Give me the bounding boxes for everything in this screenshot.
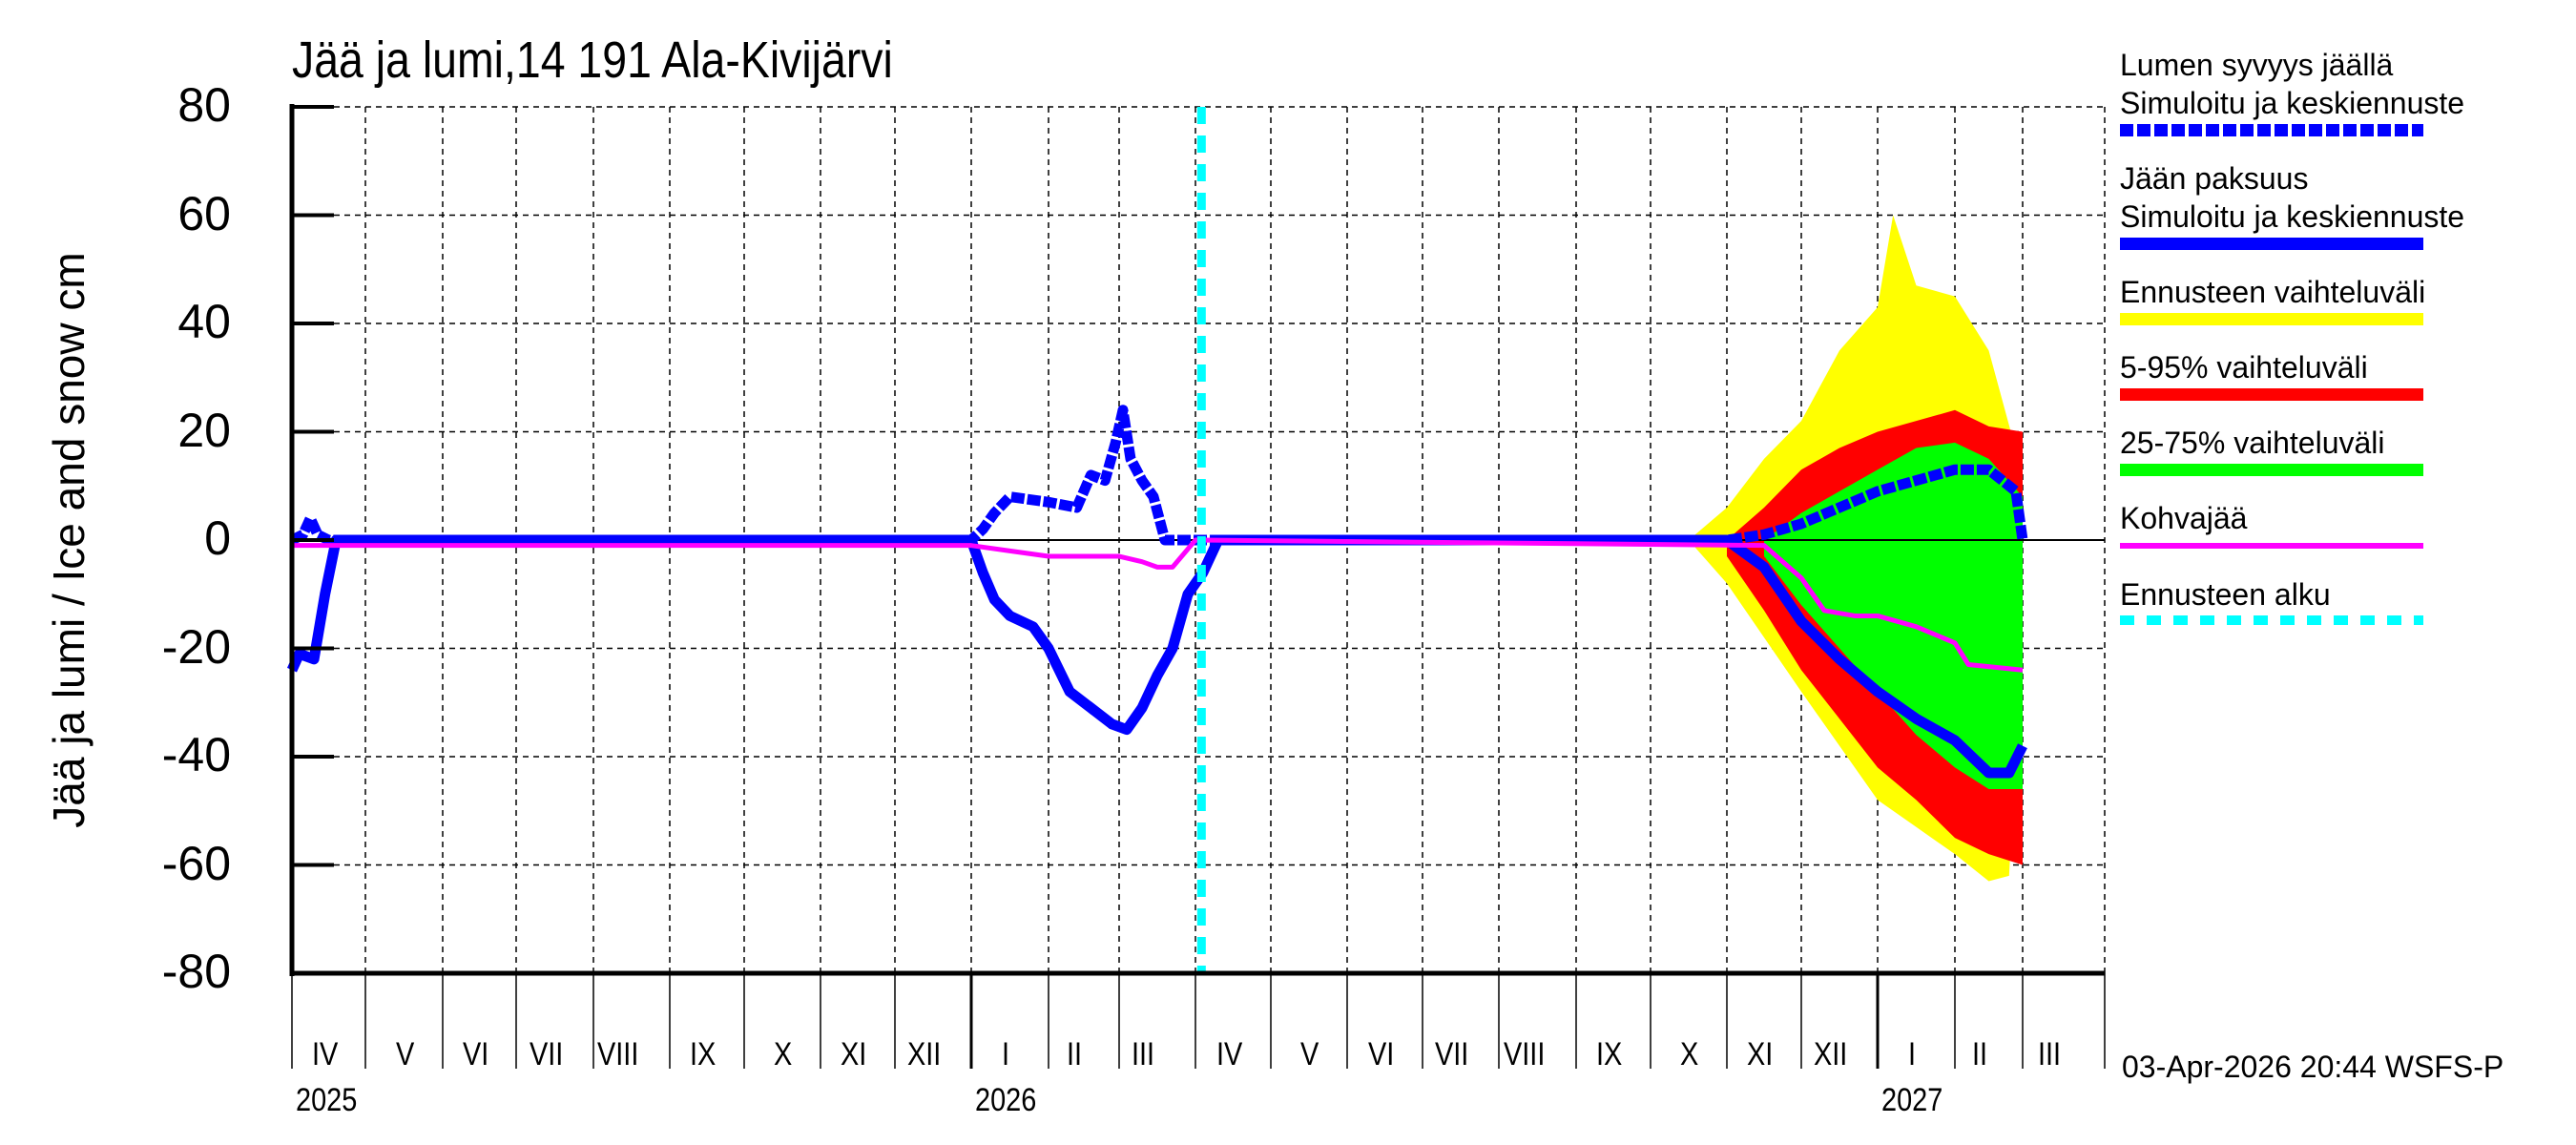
y-tick-label: 60 [177,186,231,240]
legend-item-snow-depth: Lumen syvyys jäällä Simuloitu ja keskien… [2120,46,2568,136]
legend: Lumen syvyys jäällä Simuloitu ja keskien… [2120,46,2568,648]
chart-title: Jää ja lumi,14 191 Ala-Kivijärvi [292,31,893,89]
legend-label: 25-75% vaihteluväli [2120,426,2385,460]
x-month-label: IX [690,1036,717,1072]
legend-label: Ennusteen vaihteluväli [2120,275,2426,309]
legend-label: Jään paksuus [2120,161,2309,196]
x-month-label: IV [311,1036,338,1072]
x-month-label: III [2038,1036,2062,1072]
x-month-label: XII [907,1036,942,1072]
legend-swatch-red [2120,388,2423,401]
legend-swatch-yellow [2120,313,2423,325]
legend-sublabel: Simuloitu ja keskiennuste [2120,86,2465,120]
x-month-label: XI [1747,1036,1774,1072]
x-month-label: X [774,1036,793,1072]
x-month-label: V [1300,1036,1319,1072]
legend-item-ice-thickness: Jään paksuus Simuloitu ja keskiennuste [2120,159,2568,250]
legend-label: Ennusteen alku [2120,577,2331,612]
legend-item-slush-ice: Kohvajää [2120,499,2568,549]
x-month-label: IV [1215,1036,1242,1072]
legend-swatch-cyan-dashed [2120,615,2423,625]
x-month-label: VI [1367,1036,1394,1072]
x-month-label: VI [462,1036,488,1072]
legend-swatch-blue-dotted [2120,124,2423,136]
x-year-label: 2027 [1881,1082,1943,1118]
legend-label: Kohvajää [2120,501,2248,535]
legend-sublabel: Simuloitu ja keskiennuste [2120,199,2465,234]
y-tick-label: 80 [177,78,231,132]
x-year-label: 2026 [975,1082,1037,1118]
x-month-label: V [395,1036,414,1072]
x-month-label: IX [1596,1036,1623,1072]
x-month-label: II [1067,1036,1083,1072]
x-month-label: VII [529,1036,563,1072]
legend-item-5-95-range: 5-95% vaihteluväli [2120,348,2568,401]
y-tick-label: -40 [161,728,231,781]
legend-label: Lumen syvyys jäällä [2120,48,2394,82]
y-tick-label: -80 [161,945,231,998]
x-year-label: 2025 [296,1082,358,1118]
x-month-label: II [1971,1036,1987,1072]
legend-item-25-75-range: 25-75% vaihteluväli [2120,424,2568,476]
legend-item-forecast-range: Ennusteen vaihteluväli [2120,273,2568,325]
x-month-label: I [1907,1036,1916,1072]
axes [289,104,2106,1069]
legend-swatch-magenta [2120,543,2423,549]
forecast-bands [1689,215,2023,882]
x-month-label: I [1001,1036,1009,1072]
x-month-label: VIII [597,1036,639,1072]
y-axis-label: Jää ja lumi / Ice and snow cm [44,252,93,828]
x-month-label: X [1680,1036,1699,1072]
data-lines [286,405,2028,779]
y-tick-label: -60 [161,836,231,890]
x-month-label: VII [1435,1036,1469,1072]
y-tick-label: -20 [161,619,231,674]
x-month-label: XI [841,1036,867,1072]
y-tick-label: 40 [177,295,231,348]
legend-swatch-green [2120,464,2423,476]
timestamp: 03-Apr-2026 20:44 WSFS-P [2122,1050,2504,1084]
y-tick-label: 20 [177,403,231,457]
legend-swatch-blue [2120,238,2423,250]
x-month-label: III [1132,1036,1155,1072]
x-month-label: XII [1814,1036,1848,1072]
y-tick-label: 0 [204,511,231,565]
legend-label: 5-95% vaihteluväli [2120,350,2368,385]
legend-item-forecast-start: Ennusteen alku [2120,575,2568,625]
x-month-label: VIII [1503,1036,1545,1072]
